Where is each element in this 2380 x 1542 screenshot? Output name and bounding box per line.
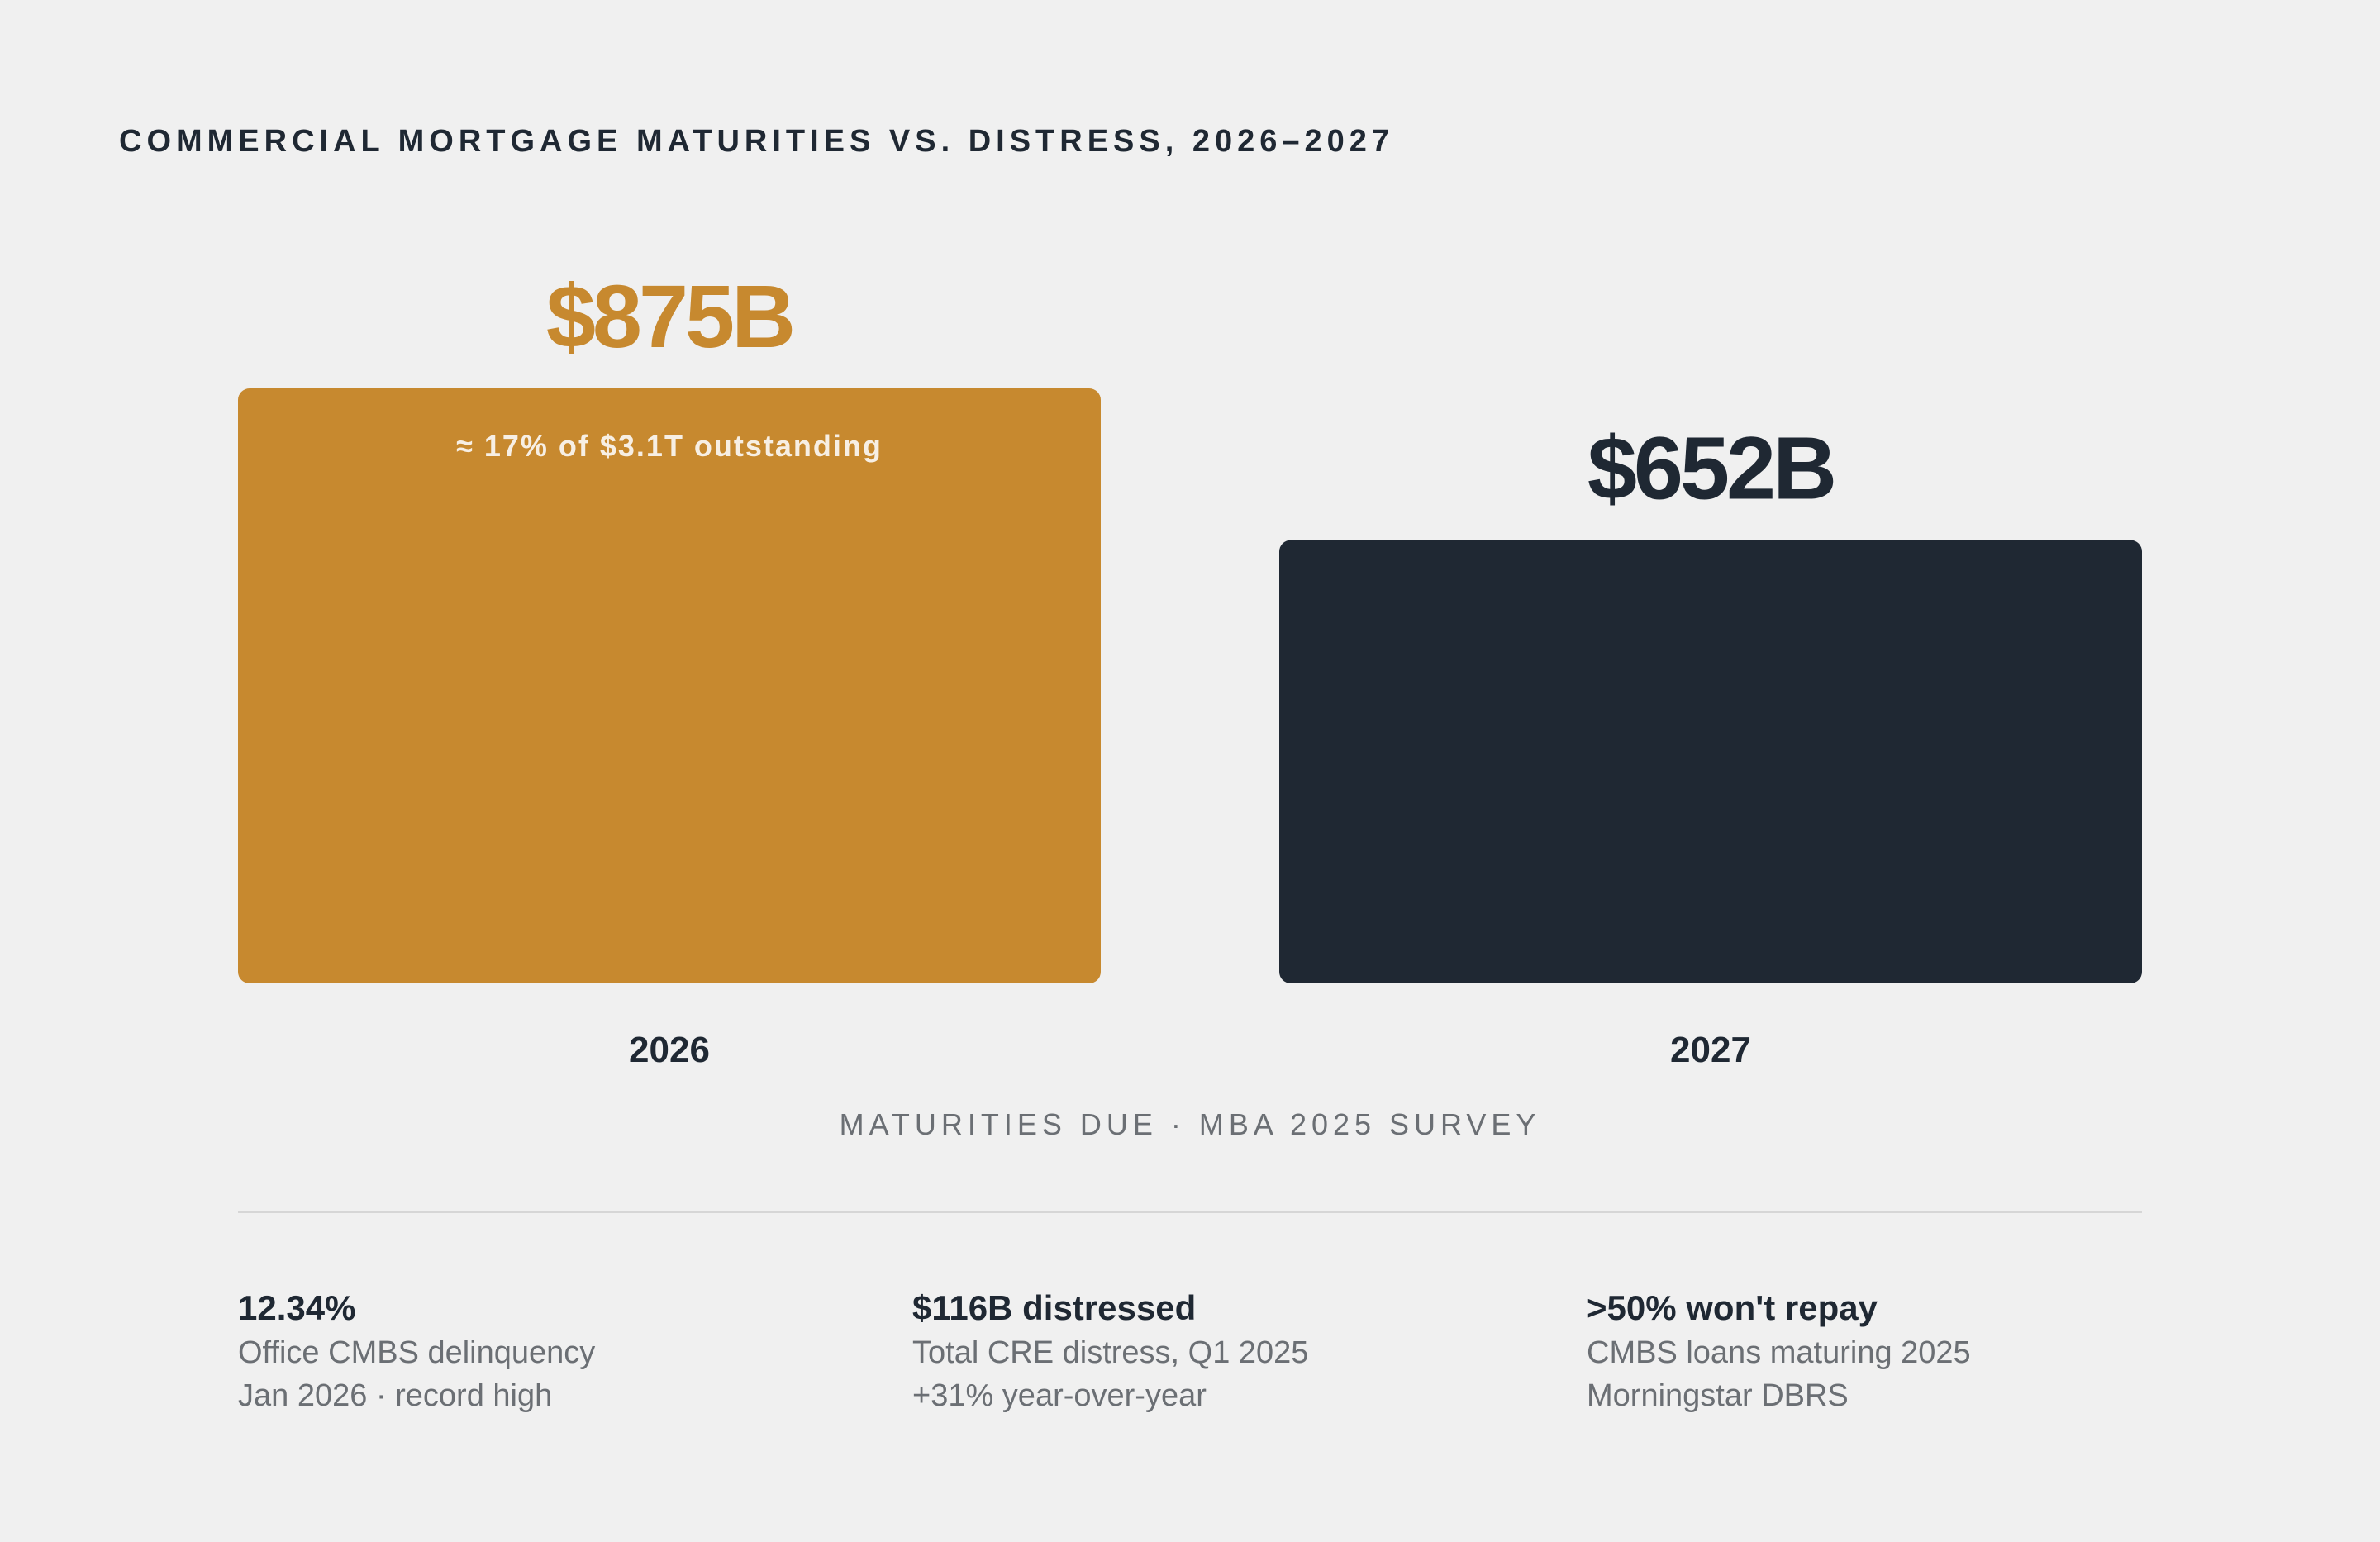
stat-headline: >50% won't repay (1587, 1288, 1878, 1327)
bar-2027 (1279, 540, 2142, 983)
value-label-2027: $652B (1587, 417, 1834, 517)
x-axis-label: MATURITIES DUE · MBA 2025 SURVEY (840, 1107, 1541, 1141)
stat-headline: 12.34% (238, 1288, 356, 1327)
bar-chart: $875B 2026 ≈ 17% of $3.1T outstanding $652B… (238, 266, 2142, 1141)
stat-cre-distress: $116B distressed Total CRE distress, Q1 … (912, 1285, 1491, 1417)
bar-2026 (238, 388, 1101, 983)
bar-annotation: ≈ 17% of $3.1T outstanding (456, 429, 883, 463)
stat-line: Jan 2026 · record high (238, 1378, 553, 1413)
stat-headline: $116B distressed (912, 1288, 1197, 1327)
stat-line: Total CRE distress, Q1 2025 (912, 1335, 1309, 1370)
value-label-2026: $875B (546, 266, 793, 366)
stat-office-delinquency: 12.34% Office CMBS delinquency Jan 2026 … (238, 1285, 816, 1417)
stat-line: CMBS loans maturing 2025 (1587, 1335, 1971, 1370)
chart-title: COMMERCIAL MORTGAGE MATURITIES VS. DISTR… (119, 124, 1395, 159)
stat-cmbs-repay: >50% won't repay CMBS loans maturing 202… (1587, 1285, 2165, 1417)
category-label-2026: 2026 (629, 1030, 710, 1070)
stat-line: Morningstar DBRS (1587, 1378, 1849, 1413)
stat-line: Office CMBS delinquency (238, 1335, 596, 1370)
stat-line: +31% year-over-year (912, 1378, 1207, 1413)
category-label-2027: 2027 (1670, 1030, 1751, 1070)
divider (238, 1211, 2142, 1213)
